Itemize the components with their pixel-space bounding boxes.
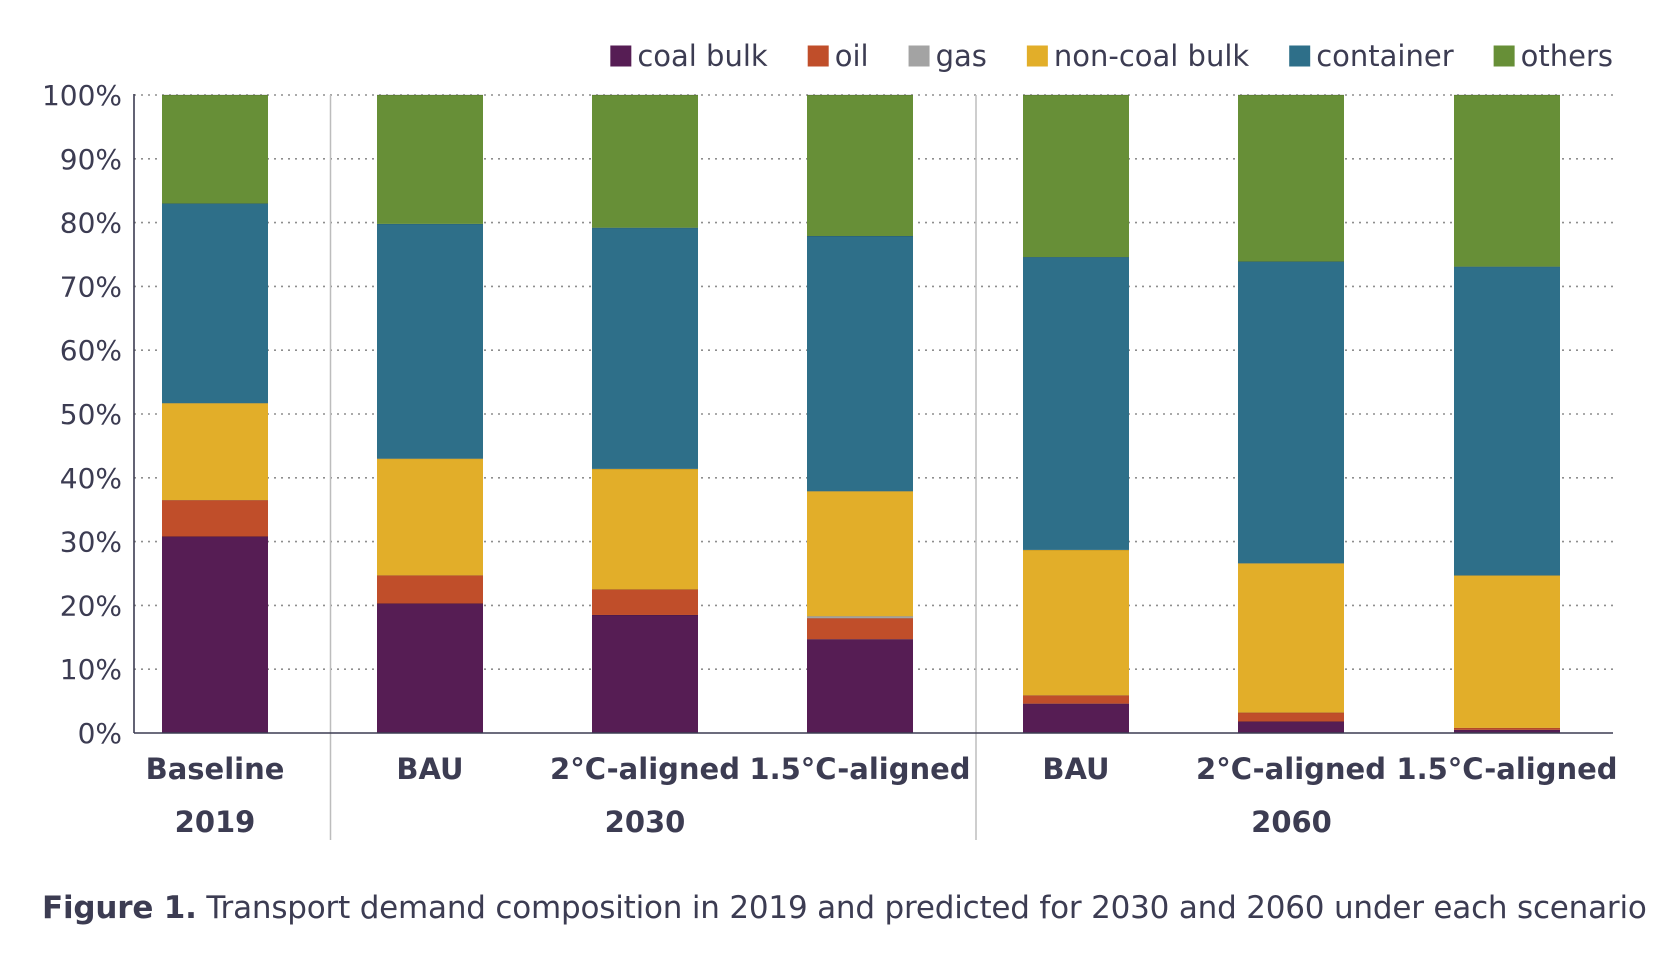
y-tick-label: 30%	[60, 526, 122, 559]
y-tick-label: 70%	[60, 270, 122, 303]
bar-segment-others	[1454, 95, 1560, 267]
y-tick-label: 10%	[60, 653, 122, 686]
group-labels: 2019 2030 2060	[175, 805, 1332, 839]
category-label: BAU	[396, 752, 463, 786]
bar-segment-non-coal-bulk	[1023, 549, 1129, 696]
bar-segment-coal-bulk	[162, 536, 268, 733]
bar-segment-oil	[162, 500, 268, 537]
legend: coal bulk oil gas non-coal bulk container oth…	[610, 39, 1613, 73]
bar-segment-others	[162, 95, 268, 204]
y-tick-label: 80%	[60, 207, 122, 240]
legend-swatch	[908, 45, 930, 67]
bar-stack	[162, 94, 268, 733]
bar-stacks	[162, 94, 1560, 733]
y-tick-label: 50%	[60, 398, 122, 431]
legend-item-non-coal-bulk: non-coal bulk	[1026, 39, 1250, 73]
axes	[133, 94, 1613, 734]
bar-segment-non-coal-bulk	[162, 403, 268, 501]
bar-segment-non-coal-bulk	[377, 458, 483, 576]
bar-segment-container	[1454, 266, 1560, 576]
legend-swatch	[1493, 45, 1515, 67]
y-tick-label: 20%	[60, 589, 122, 622]
bar-segment-oil	[807, 618, 913, 640]
bar-segment-coal-bulk	[592, 614, 698, 733]
bar-segment-coal-bulk	[1023, 703, 1129, 733]
bar-segment-oil	[1023, 695, 1129, 704]
y-tick-label: 100%	[42, 79, 122, 112]
legend-item-container: container	[1289, 39, 1454, 73]
bar-segment-gas	[807, 616, 913, 619]
y-tick-label: 60%	[60, 334, 122, 367]
bar-segment-container	[1238, 261, 1344, 564]
bar-segment-oil	[1238, 712, 1344, 722]
legend-item-coal-bulk: coal bulk	[610, 39, 768, 73]
category-label: 2°C-aligned	[550, 752, 740, 786]
bar-segment-container	[162, 203, 268, 404]
y-tick-labels: 0% 10% 20% 30% 40% 50% 60% 70% 80% 90% 100%	[42, 79, 122, 750]
bar-stack	[592, 94, 698, 733]
bar-segment-others	[1023, 95, 1129, 258]
group-label: 2019	[175, 805, 256, 839]
bar-segment-coal-bulk	[1454, 729, 1560, 733]
group-label: 2030	[605, 805, 686, 839]
category-label: 1.5°C-aligned	[749, 752, 970, 786]
legend-label: gas	[936, 39, 987, 73]
y-tick-label: 90%	[60, 143, 122, 176]
y-tick-label: 0%	[78, 717, 122, 750]
y-tick-label: 40%	[60, 462, 122, 495]
category-labels: Baseline BAU 2°C-aligned 1.5°C-aligned BAU 2°…	[146, 752, 1618, 786]
category-label: Baseline	[146, 752, 285, 786]
legend-label: coal bulk	[637, 39, 768, 73]
bar-segment-non-coal-bulk	[1454, 575, 1560, 728]
bar-stack	[1454, 94, 1560, 733]
caption-label: Figure 1.	[42, 890, 197, 926]
legend-swatch	[807, 45, 829, 67]
group-separators	[329, 95, 977, 840]
bar-segment-coal-bulk	[377, 603, 483, 733]
bar-segment-container	[377, 223, 483, 459]
legend-label: container	[1316, 39, 1453, 73]
bar-segment-container	[1023, 257, 1129, 550]
bar-stack	[1023, 94, 1129, 733]
bar-segment-oil	[592, 589, 698, 615]
bar-segment-non-coal-bulk	[592, 468, 698, 590]
legend-swatch	[1026, 45, 1048, 67]
legend-item-others: others	[1493, 39, 1613, 73]
legend-item-gas: gas	[908, 39, 987, 73]
legend-swatch	[1289, 45, 1311, 67]
bar-segment-others	[1238, 95, 1344, 262]
bar-segment-container	[807, 235, 913, 492]
category-label: BAU	[1042, 752, 1109, 786]
legend-label: others	[1521, 39, 1613, 73]
bar-segment-oil	[1454, 727, 1560, 730]
bar-stack	[1238, 94, 1344, 733]
bar-segment-coal-bulk	[807, 639, 913, 733]
group-label: 2060	[1251, 805, 1332, 839]
bar-stack	[377, 94, 483, 733]
category-label: 2°C-aligned	[1196, 752, 1386, 786]
legend-label: oil	[835, 39, 869, 73]
bar-segment-others	[807, 95, 913, 236]
figure-caption: Figure 1. Transport demand composition i…	[42, 890, 1647, 926]
bar-stack	[807, 94, 913, 733]
legend-swatch	[610, 45, 632, 67]
bar-segment-container	[592, 227, 698, 469]
bar-segment-non-coal-bulk	[807, 491, 913, 617]
bar-segment-others	[592, 95, 698, 228]
category-label: 1.5°C-aligned	[1396, 752, 1617, 786]
bar-segment-non-coal-bulk	[1238, 563, 1344, 713]
caption-text: Transport demand composition in 2019 and…	[196, 890, 1647, 926]
bar-segment-oil	[377, 575, 483, 604]
bar-segment-coal-bulk	[1238, 721, 1344, 733]
legend-item-oil: oil	[807, 39, 869, 73]
bar-segment-others	[377, 95, 483, 224]
legend-label: non-coal bulk	[1054, 39, 1250, 73]
